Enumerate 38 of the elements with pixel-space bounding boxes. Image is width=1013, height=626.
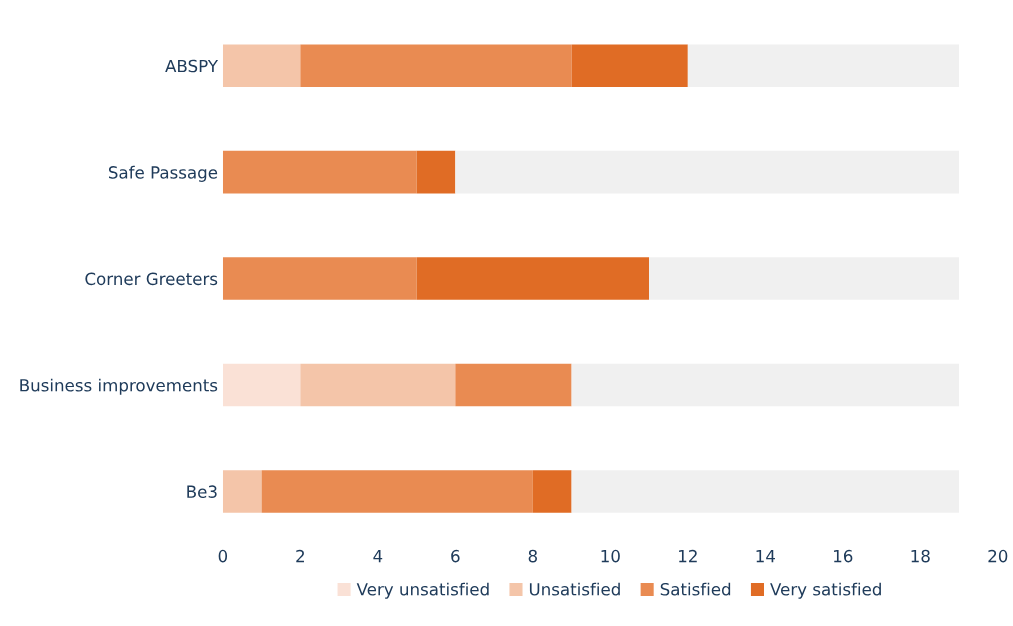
x-tick-label: 16 (834, 549, 853, 563)
bar (416, 150, 456, 194)
x-tick-label: 12 (679, 549, 697, 563)
bar (649, 257, 960, 300)
bar (571, 363, 960, 407)
bar (261, 470, 533, 513)
y-tick-label: Business improvements (20, 378, 218, 395)
y-tick-label: ABSPY (165, 59, 219, 73)
bar (571, 44, 688, 88)
x-tick-label: 8 (528, 549, 537, 563)
bar (455, 150, 960, 194)
x-tick-label: 18 (911, 549, 930, 563)
bar (222, 470, 262, 513)
bar (532, 470, 572, 513)
bar (222, 44, 301, 88)
y-tick-label: Corner Greeters (85, 272, 218, 286)
legend-label: Satisfied (660, 582, 731, 596)
x-tick-label: 20 (988, 549, 1008, 563)
x-tick-label: 14 (756, 549, 775, 563)
x-tick-label: 6 (451, 549, 460, 563)
y-tick-label: Be3 (187, 485, 217, 498)
legend-label: Very satisfied (770, 582, 881, 599)
bar (571, 470, 960, 513)
bar (222, 150, 417, 194)
bar (416, 257, 650, 300)
x-tick-label: 0 (218, 549, 228, 563)
x-tick-label: 4 (373, 549, 383, 563)
legend-label: Very unsatisfied (356, 582, 489, 599)
x-tick-label: 10 (601, 549, 620, 563)
bar (687, 44, 960, 88)
bar (222, 363, 301, 407)
legend-label: Unsatisfied (529, 582, 620, 596)
bar (300, 363, 456, 407)
bar (455, 363, 572, 407)
x-tick-label: 2 (296, 549, 304, 563)
y-tick-label: Safe Passage (108, 165, 218, 182)
bar (300, 44, 572, 88)
bar (222, 257, 417, 300)
